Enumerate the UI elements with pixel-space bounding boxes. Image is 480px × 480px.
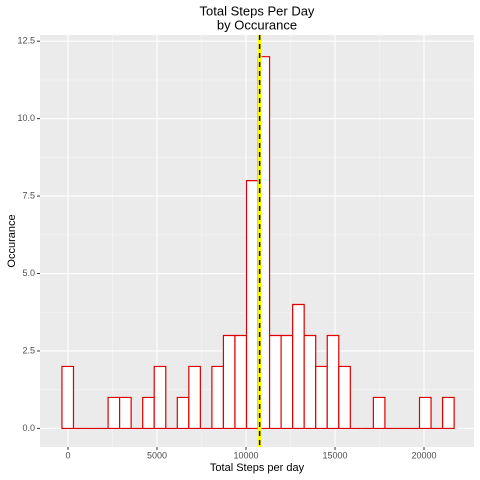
x-tick-label: 5000: [147, 450, 167, 460]
y-tick-label: 12.5: [17, 36, 35, 46]
bar: [107, 396, 121, 430]
bar: [119, 396, 132, 430]
y-tick-label: 2.5: [22, 345, 35, 355]
bar: [234, 334, 248, 430]
y-tick-label: 5.0: [22, 268, 35, 278]
bar: [222, 334, 236, 430]
bar: [176, 396, 190, 430]
bar: [372, 396, 386, 430]
bar: [245, 179, 259, 430]
y-tick-label: 10.0: [17, 113, 35, 123]
bar: [315, 365, 328, 430]
y-tick-label: 0.0: [22, 423, 35, 433]
bar: [268, 334, 282, 430]
bar: [61, 365, 75, 430]
bar: [338, 365, 351, 430]
bar: [441, 396, 455, 430]
x-axis-title: Total Steps per day: [210, 462, 305, 474]
x-tick-label: 20000: [411, 450, 436, 460]
x-tick-label: 15000: [322, 450, 347, 460]
x-tick-label: 10000: [233, 450, 258, 460]
chart-title: Total Steps Per Day: [200, 3, 315, 18]
bar: [326, 334, 340, 430]
bar: [153, 365, 167, 430]
bar: [280, 334, 294, 430]
chart-subtitle: by Occurance: [217, 17, 297, 32]
x-tick-label: 0: [65, 450, 70, 460]
bar: [292, 303, 305, 430]
bar: [211, 365, 225, 430]
bar: [188, 365, 201, 430]
y-tick-label: 7.5: [22, 190, 35, 200]
bar: [303, 334, 317, 430]
y-axis-title: Occurance: [6, 214, 18, 267]
bar: [418, 396, 432, 430]
bar: [142, 396, 155, 430]
